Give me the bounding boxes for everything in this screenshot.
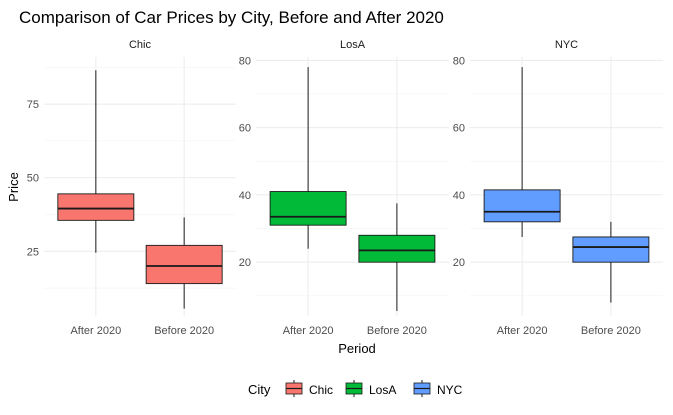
box-iqr [358, 234, 436, 263]
facet-strip-label: Chic [129, 39, 152, 51]
box-before-2020 [572, 221, 650, 303]
y-tick-label: 25 [27, 246, 39, 258]
legend: City Chic LosA NYC [248, 380, 463, 397]
facet-panel-chic: 25 50 75 Chic After 2020 Before 2020 [27, 39, 236, 337]
y-tick-label: 50 [27, 173, 39, 185]
legend-item-chic: Chic [285, 380, 333, 397]
y-tick-label: 80 [453, 55, 465, 67]
y-tick-label: 75 [27, 99, 39, 111]
box-iqr [145, 244, 223, 285]
box-before-2020 [358, 203, 436, 311]
x-tick-label: Before 2020 [581, 325, 641, 337]
y-tick-label: 60 [239, 123, 251, 135]
facet-strip-label: LosA [340, 39, 366, 51]
legend-item-nyc: NYC [413, 380, 463, 397]
box-after-2020 [269, 67, 347, 249]
x-tick-label: After 2020 [497, 325, 548, 337]
y-tick-label: 20 [453, 257, 465, 269]
chart-title: Comparison of Car Prices by City, Before… [19, 8, 444, 27]
box-iqr [572, 236, 650, 263]
legend-title: City [248, 382, 271, 397]
legend-label: Chic [309, 383, 333, 397]
box-iqr [483, 189, 561, 223]
legend-label: NYC [437, 383, 463, 397]
x-axis-title: Period [338, 341, 376, 356]
facet-panel-nyc: 20 40 60 80 NYC After 2020 Before 2020 [453, 39, 663, 337]
facet-panels: 25 50 75 Chic After 2020 Before 2020 20 40 60 80 L… [27, 39, 663, 337]
y-tick-label: 40 [453, 190, 465, 202]
facet-panel-losa: 20 40 60 80 LosA After 2020 Before 2020 [239, 39, 449, 337]
y-axis-title: Price [6, 172, 21, 202]
box-before-2020 [145, 217, 223, 309]
x-tick-label: Before 2020 [367, 325, 427, 337]
y-tick-label: 80 [239, 55, 251, 67]
x-tick-label: Before 2020 [154, 325, 214, 337]
legend-label: LosA [369, 383, 396, 397]
y-tick-label: 40 [239, 190, 251, 202]
box-iqr [269, 191, 347, 226]
x-tick-label: After 2020 [70, 325, 121, 337]
facet-strip-label: NYC [555, 39, 578, 51]
box-iqr [57, 193, 135, 221]
y-tick-label: 60 [453, 123, 465, 135]
y-tick-label: 20 [239, 257, 251, 269]
box-after-2020 [483, 67, 561, 237]
box-after-2020 [57, 70, 135, 253]
legend-item-losa: LosA [345, 380, 396, 397]
x-tick-label: After 2020 [283, 325, 334, 337]
